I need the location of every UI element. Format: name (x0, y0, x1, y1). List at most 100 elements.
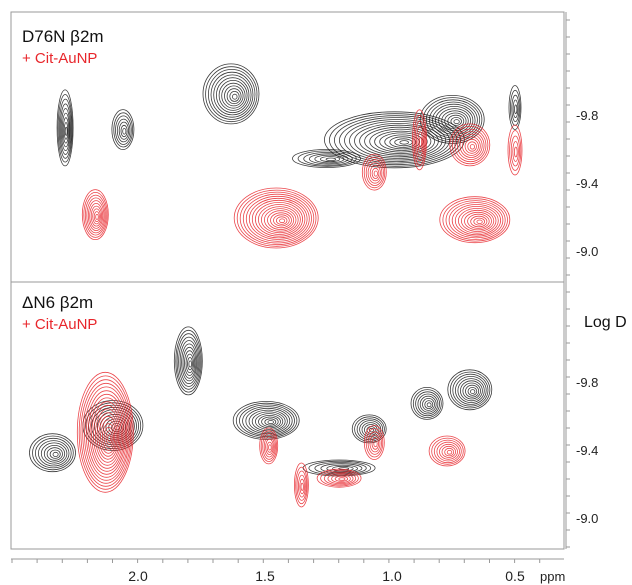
contour-ring (351, 414, 387, 444)
contour-ring (63, 122, 69, 140)
contour-ring (115, 115, 132, 145)
contour-ring (78, 375, 133, 490)
top-protein-peak-5 (419, 95, 485, 144)
contour-ring (87, 393, 126, 475)
contour-ring (242, 406, 293, 436)
top-protein-peak-0 (56, 89, 74, 167)
contour-ring (465, 384, 480, 398)
contour-ring (467, 141, 477, 152)
contour-ring (93, 211, 100, 223)
contour-ring (320, 470, 359, 487)
contour-ring (447, 369, 493, 411)
contour-ring (439, 443, 458, 460)
bottom-protein-peak-3 (232, 400, 300, 440)
bottom-protein-peak-2 (173, 326, 203, 396)
contour-ring (86, 197, 106, 234)
contour-ring (59, 103, 72, 155)
contour-ring (462, 382, 481, 400)
contour-ring (424, 400, 434, 410)
contour-ring (369, 128, 432, 155)
contour-ring (105, 430, 113, 445)
bottom-protein-peak-6 (410, 386, 444, 420)
contour-ring (56, 89, 74, 167)
contour-ring (338, 477, 346, 481)
contour-ring (268, 444, 272, 451)
contour-ring (419, 395, 437, 413)
contour-ring (439, 196, 511, 244)
contour-ring (412, 109, 427, 171)
contour-ring (187, 357, 193, 371)
contour-ring (93, 404, 122, 466)
contour-ring (120, 124, 128, 138)
contour-ring (236, 189, 317, 247)
contour-ring (299, 478, 305, 495)
contour-ring (89, 397, 125, 472)
contour-ring (417, 131, 423, 153)
contour-ring (444, 112, 467, 130)
contour-ring (300, 482, 304, 491)
contour-ring (338, 467, 350, 471)
contour-ring (100, 419, 117, 454)
contour-ring (185, 353, 194, 374)
contour-ring (85, 390, 128, 478)
contour-ring (334, 115, 458, 166)
top-protein-peak-1 (111, 109, 135, 151)
contour-ring (449, 123, 491, 167)
contour-ring (295, 466, 308, 505)
contour-ring (296, 470, 307, 501)
contour-ring (413, 114, 426, 166)
contour-ring (297, 474, 306, 498)
contour-ring (316, 468, 362, 488)
contour-ring (414, 120, 425, 162)
contour-ring (344, 119, 450, 162)
contour-ring (415, 391, 441, 417)
contour-ring (179, 340, 199, 385)
contour-ring (450, 117, 462, 126)
contour-ring (327, 473, 354, 485)
contour-ring (459, 380, 483, 402)
contour-ring (276, 216, 288, 225)
contour-ring (507, 124, 523, 176)
contour-ring (458, 208, 497, 234)
contour-ring (323, 111, 465, 169)
contour-ring (354, 122, 443, 159)
contour-ring (49, 449, 61, 459)
contour-ring (473, 217, 486, 226)
contour-ring (239, 404, 295, 437)
contour-ring (431, 437, 464, 465)
contour-ring (263, 436, 275, 458)
contour-ring (417, 393, 439, 415)
contour-ring (62, 117, 70, 144)
contour-ring (102, 423, 116, 451)
contour-ring (433, 439, 462, 464)
top-nanoparticle-peak-2 (361, 153, 387, 191)
contour-ring (178, 336, 200, 387)
contour-ring (58, 98, 73, 159)
contour-ring (454, 375, 487, 405)
contour-ring (452, 373, 489, 407)
contour-ring (514, 104, 518, 115)
contour-ring (267, 210, 295, 230)
contour-ring (224, 85, 244, 107)
contour-ring (512, 141, 519, 162)
contour-ring (175, 329, 202, 393)
bottom-nanoparticle-peak-5 (428, 435, 466, 467)
contour-ring (451, 126, 489, 165)
contour-ring (218, 80, 248, 111)
contour-ring (264, 418, 277, 426)
contour-ring (416, 125, 424, 157)
contour-ring (35, 437, 72, 469)
contour-ring (267, 420, 274, 425)
contour-ring (188, 360, 192, 368)
top-protein-peak-4 (323, 111, 465, 169)
contour-ring (435, 106, 474, 135)
contour-ring (279, 218, 286, 224)
contour-ring (442, 198, 508, 242)
contour-ring (308, 153, 349, 165)
bottom-nanoparticle-peak-4 (363, 425, 385, 460)
x-tick-label-2.0: 2.0 (128, 568, 148, 584)
contour-ring (118, 121, 130, 140)
top-nanoparticle-peak-4 (439, 196, 511, 244)
contour-ring (454, 206, 499, 236)
top-nanoparticle-peak-0 (81, 189, 109, 241)
